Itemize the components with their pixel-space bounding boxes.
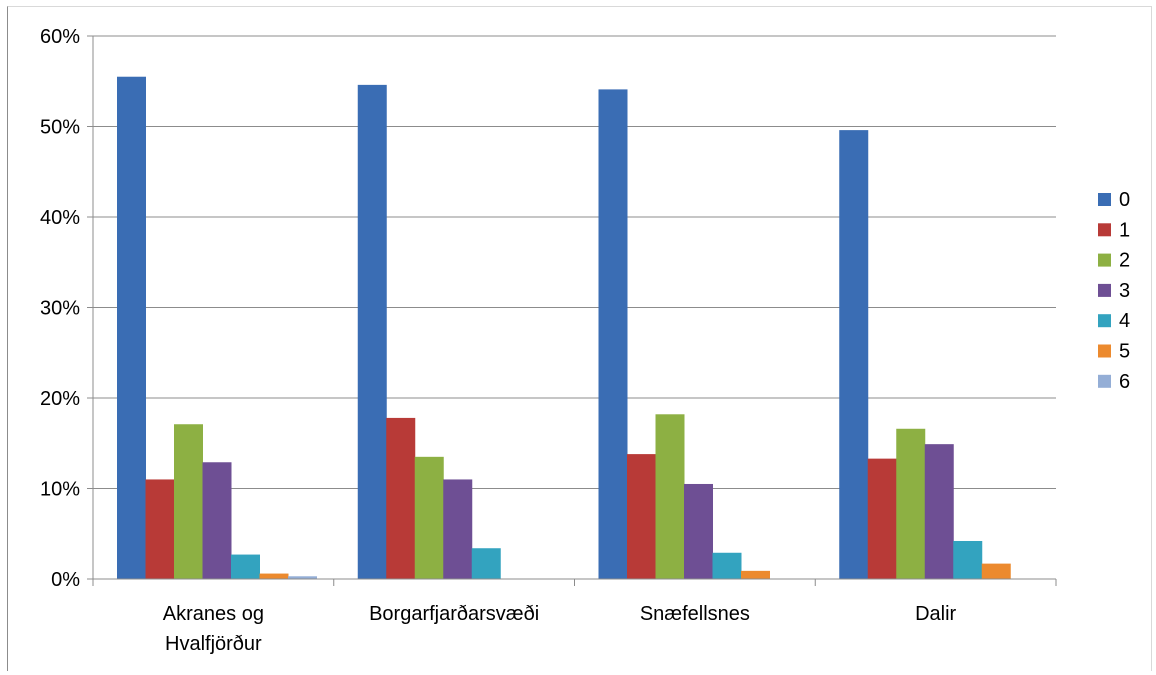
chart-frame — [7, 6, 1152, 671]
legend-swatch — [1098, 253, 1111, 267]
legend-label: 3 — [1119, 280, 1130, 302]
x-tick-label: Snæfellsnes — [640, 603, 750, 625]
legend-swatch — [1098, 314, 1111, 328]
bar — [231, 554, 260, 579]
y-tick-label: 50% — [40, 117, 80, 139]
bar — [117, 76, 146, 579]
axes — [87, 35, 1057, 586]
bar — [896, 428, 926, 579]
bar — [627, 454, 656, 579]
legend-swatch — [1098, 223, 1111, 237]
gridlines — [93, 35, 1056, 489]
y-tick-label: 40% — [40, 207, 80, 229]
legend-swatch — [1098, 344, 1111, 358]
bar — [443, 479, 473, 579]
x-tick-labels: Akranes og Hvalfjörður Borgarfjarðarsvæði S… — [163, 603, 957, 655]
bar — [981, 563, 1011, 579]
bar — [741, 570, 770, 579]
y-tick-label: 60% — [40, 26, 80, 48]
y-tick-label: 10% — [40, 479, 80, 501]
bar — [867, 458, 897, 579]
bar — [259, 573, 289, 579]
bar — [712, 552, 742, 579]
y-tick-label: 20% — [40, 388, 80, 410]
bar — [202, 462, 232, 579]
bar — [655, 414, 685, 579]
legend-swatch — [1098, 193, 1111, 206]
bar — [386, 417, 416, 579]
legend-label: 0 — [1119, 189, 1130, 211]
x-tick-label: Dalir — [915, 603, 956, 625]
bar — [288, 576, 317, 579]
y-tick-label: 0% — [51, 569, 80, 591]
legend-label: 4 — [1119, 310, 1130, 332]
y-tick-labels: 0% 10% 20% 30% 40% 50% 60% — [40, 26, 80, 591]
legend: 0 1 2 3 4 5 6 — [1098, 189, 1130, 393]
x-tick-label: Borgarfjarðarsvæði — [369, 603, 539, 625]
y-tick-label: 30% — [40, 298, 80, 320]
bars — [117, 76, 1011, 580]
bar — [174, 424, 203, 579]
legend-label: 1 — [1119, 219, 1130, 241]
bar — [953, 540, 983, 579]
legend-swatch — [1098, 374, 1111, 388]
bar — [684, 483, 713, 579]
legend-label: 5 — [1119, 341, 1130, 363]
bar — [145, 479, 175, 579]
bar — [598, 89, 628, 580]
legend-label: 2 — [1119, 250, 1130, 272]
bar — [357, 84, 387, 580]
bar — [839, 130, 869, 579]
x-tick-label: Akranes og — [163, 603, 264, 625]
bar — [471, 548, 501, 579]
legend-label: 6 — [1119, 371, 1130, 393]
x-tick-label: Hvalfjörður — [165, 633, 262, 655]
bar — [924, 444, 954, 579]
bar — [414, 456, 444, 579]
legend-swatch — [1098, 283, 1111, 297]
